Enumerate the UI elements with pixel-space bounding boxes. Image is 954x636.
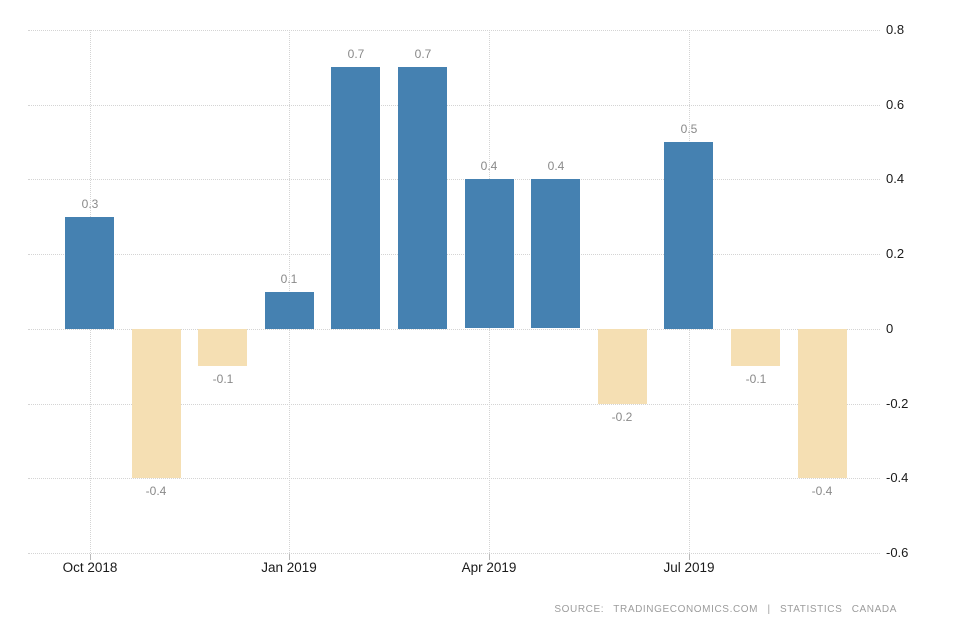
gridline-horizontal <box>28 404 880 405</box>
x-axis-tick-mark <box>90 554 91 560</box>
y-axis-tick-label: -0.2 <box>886 396 909 411</box>
bar <box>65 217 114 329</box>
bar <box>331 67 380 329</box>
bar <box>265 292 314 329</box>
gridline-horizontal <box>28 105 880 106</box>
y-axis-tick-label: 0.6 <box>886 97 905 112</box>
bar <box>398 67 447 329</box>
bar-value-label: -0.2 <box>611 410 633 424</box>
gridline-vertical <box>289 30 290 553</box>
bar <box>664 142 713 329</box>
gridline-horizontal <box>28 179 880 180</box>
bar <box>198 329 247 366</box>
bar-value-label: 0.7 <box>414 47 432 61</box>
y-axis-tick-label: 0.8 <box>886 22 905 37</box>
x-axis-tick-mark <box>489 554 490 560</box>
y-axis-tick-label: 0 <box>886 321 894 336</box>
x-axis-tick-label: Jul 2019 <box>663 560 715 575</box>
bar-value-label: 0.7 <box>347 47 365 61</box>
bar <box>465 179 514 328</box>
bar-value-label: 0.4 <box>480 159 498 173</box>
bar-value-label: -0.4 <box>811 484 833 498</box>
bar-value-label: 0.4 <box>547 159 565 173</box>
bar <box>132 329 181 478</box>
bar-value-label: -0.1 <box>212 372 234 386</box>
gridline-horizontal <box>28 553 880 554</box>
bar <box>798 329 847 478</box>
y-axis-tick-label: 0.4 <box>886 171 905 186</box>
bar <box>731 329 780 366</box>
source-attribution: SOURCE: TRADINGECONOMICS.COM | STATISTIC… <box>554 604 897 615</box>
gridline-horizontal <box>28 30 880 31</box>
bar-value-label: 0.3 <box>81 197 99 211</box>
bar-value-label: -0.1 <box>745 372 767 386</box>
y-axis-tick-label: -0.4 <box>886 470 909 485</box>
gridline-horizontal <box>28 329 880 330</box>
y-axis-tick-label: -0.6 <box>886 545 909 560</box>
gridline-horizontal <box>28 478 880 479</box>
gridline-horizontal <box>28 254 880 255</box>
y-axis-tick-label: 0.2 <box>886 246 905 261</box>
x-axis-tick-label: Jan 2019 <box>261 560 317 575</box>
x-axis-tick-label: Oct 2018 <box>62 560 118 575</box>
bar-value-label: 0.1 <box>280 272 298 286</box>
x-axis-tick-label: Apr 2019 <box>461 560 517 575</box>
x-axis-tick-mark <box>689 554 690 560</box>
bar-value-label: 0.5 <box>680 122 698 136</box>
bar <box>531 179 580 328</box>
x-axis-tick-mark <box>289 554 290 560</box>
bar-value-label: -0.4 <box>145 484 167 498</box>
bar <box>598 329 647 404</box>
